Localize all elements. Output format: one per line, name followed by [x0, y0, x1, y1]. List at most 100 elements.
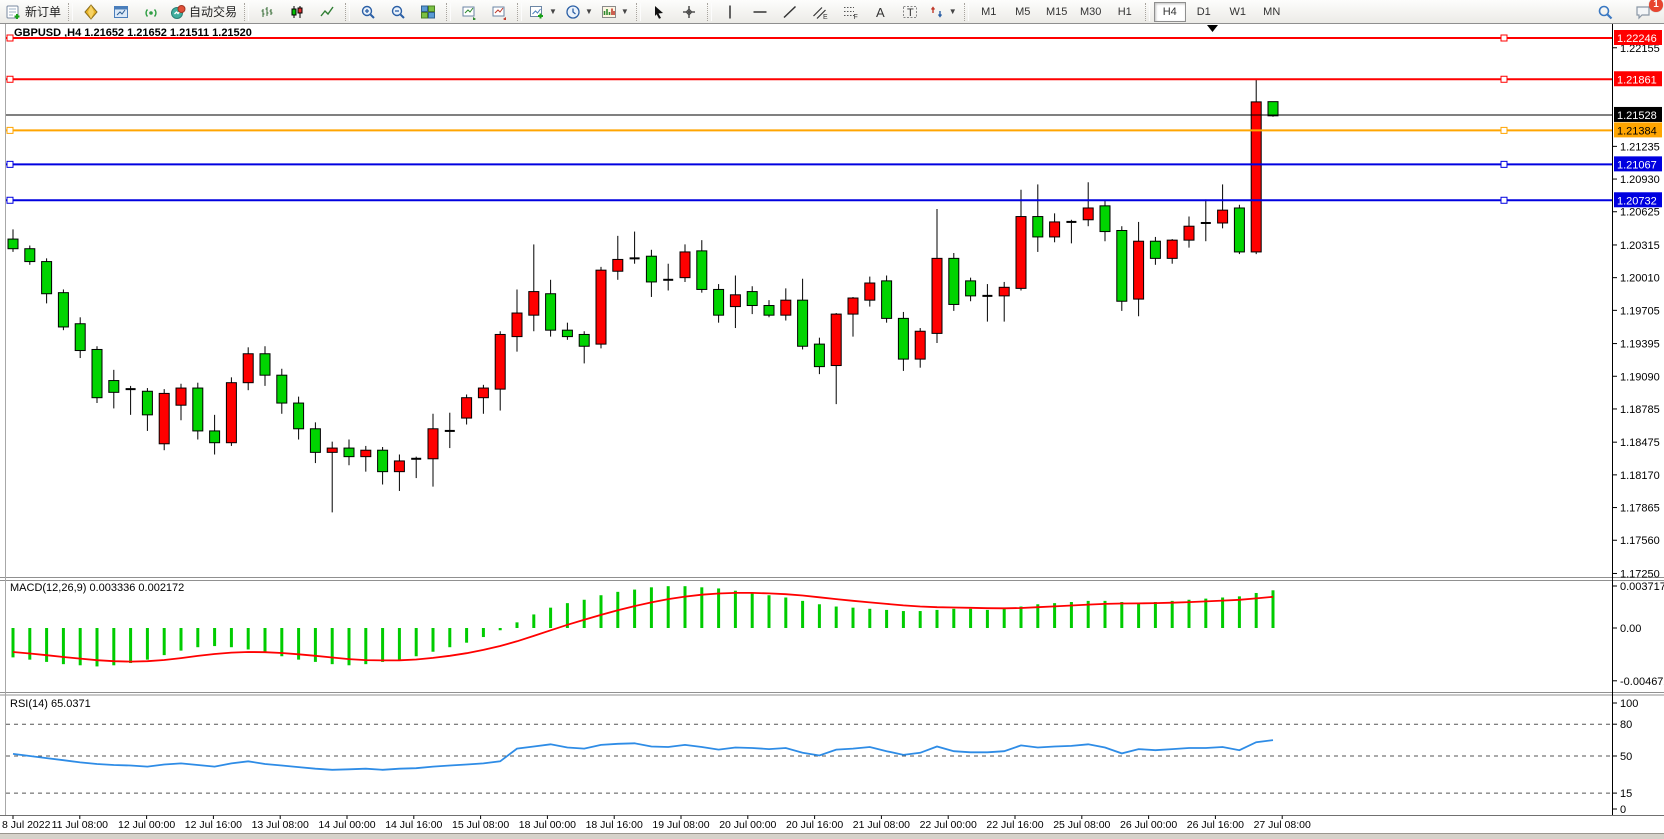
dropdown-caret-icon[interactable]: ▼: [584, 7, 593, 16]
candle-body[interactable]: [578, 333, 590, 347]
candle-body[interactable]: [91, 348, 103, 399]
chart-shift-marker-icon[interactable]: [1207, 25, 1218, 32]
candle-body[interactable]: [864, 282, 876, 301]
line-drag-handle[interactable]: [6, 126, 14, 134]
period-m15-button[interactable]: M15: [1046, 5, 1068, 18]
time-axis-label[interactable]: 15 Jul 08:00: [452, 819, 509, 831]
line-drag-handle[interactable]: [1500, 160, 1508, 168]
dropdown-caret-icon[interactable]: ▼: [620, 7, 629, 16]
dropdown-caret-icon[interactable]: ▼: [948, 7, 957, 16]
signals-button[interactable]: [137, 1, 165, 23]
candle-doji[interactable]: [411, 457, 422, 460]
time-axis-label[interactable]: 22 Jul 00:00: [920, 819, 977, 831]
candle-body[interactable]: [729, 294, 741, 308]
period-mn-button[interactable]: MN: [1263, 5, 1281, 18]
crosshair-button[interactable]: [675, 1, 703, 23]
candle-body[interactable]: [108, 380, 120, 393]
candle-body[interactable]: [713, 288, 725, 316]
candle-body[interactable]: [225, 382, 237, 444]
period-m5-button[interactable]: M5: [1015, 5, 1031, 18]
time-axis-label[interactable]: 20 Jul 16:00: [786, 819, 843, 831]
candle-doji[interactable]: [982, 294, 993, 297]
cursor-button[interactable]: [645, 1, 673, 23]
period-h4-button[interactable]: H4: [1153, 1, 1186, 22]
time-axis-label[interactable]: 27 Jul 08:00: [1254, 819, 1311, 831]
candle-body[interactable]: [427, 428, 439, 460]
candle-body[interactable]: [1133, 240, 1145, 300]
equidistant-channel-button[interactable]: E: [806, 1, 834, 23]
period-w1-button[interactable]: W1: [1229, 5, 1246, 18]
time-axis-label[interactable]: 20 Jul 00:00: [719, 819, 776, 831]
candle-body[interactable]: [1267, 101, 1279, 117]
fibonacci-button[interactable]: F: [836, 1, 864, 23]
profiles-button[interactable]: [107, 1, 135, 23]
candle-body[interactable]: [1217, 209, 1229, 224]
candle-body[interactable]: [595, 269, 607, 345]
search-button[interactable]: [1591, 1, 1619, 23]
dropdown-caret-icon[interactable]: ▼: [549, 7, 557, 16]
candle-body[interactable]: [192, 387, 204, 432]
candle-body[interactable]: [780, 299, 792, 316]
zoom-in-button[interactable]: [354, 1, 382, 23]
candle-body[interactable]: [41, 261, 53, 295]
bars-chart-button[interactable]: [253, 1, 281, 23]
chart-template-button[interactable]: ▼: [598, 1, 632, 23]
period-m1-button[interactable]: M1: [981, 5, 997, 18]
candle-body[interactable]: [461, 397, 473, 419]
time-axis-label[interactable]: 14 Jul 00:00: [318, 819, 375, 831]
periods-menu-button[interactable]: ▼: [562, 1, 596, 23]
candle-body[interactable]: [830, 313, 842, 367]
market-watch-button[interactable]: [77, 1, 105, 23]
candle-body[interactable]: [998, 286, 1010, 297]
vertical-line-button[interactable]: [716, 1, 744, 23]
candle-body[interactable]: [847, 297, 859, 315]
dock-chart-button[interactable]: [485, 1, 513, 23]
auto-arrange-button[interactable]: [455, 1, 483, 23]
period-d1-button[interactable]: D1: [1196, 5, 1211, 18]
candle-body[interactable]: [1116, 229, 1128, 302]
candle-body[interactable]: [1183, 225, 1195, 241]
candles-chart-button[interactable]: [283, 1, 311, 23]
candle-body[interactable]: [175, 387, 187, 406]
candle-body[interactable]: [209, 430, 221, 444]
candle-body[interactable]: [74, 323, 86, 352]
line-drag-handle[interactable]: [6, 196, 14, 204]
time-axis-label[interactable]: 12 Jul 00:00: [118, 819, 175, 831]
time-axis-label[interactable]: 26 Jul 16:00: [1187, 819, 1244, 831]
candle-doji[interactable]: [444, 429, 455, 432]
text-button[interactable]: A: [866, 1, 894, 23]
candle-body[interactable]: [326, 447, 338, 453]
time-axis-label[interactable]: 12 Jul 16:00: [185, 819, 242, 831]
candle-body[interactable]: [1049, 221, 1061, 238]
candle-body[interactable]: [141, 390, 153, 416]
candle-body[interactable]: [545, 293, 557, 331]
candle-body[interactable]: [528, 291, 540, 316]
time-axis-label[interactable]: 18 Jul 00:00: [519, 819, 576, 831]
candle-body[interactable]: [1233, 207, 1245, 253]
candle-body[interactable]: [360, 449, 372, 458]
candle-doji[interactable]: [663, 278, 674, 281]
period-m30-button[interactable]: M30: [1080, 5, 1102, 18]
candle-body[interactable]: [494, 333, 506, 390]
candle-body[interactable]: [948, 257, 960, 305]
time-axis-label[interactable]: 8 Jul 2022: [2, 819, 51, 831]
arrows-button[interactable]: ▼: [926, 1, 960, 23]
candle-body[interactable]: [1166, 239, 1178, 259]
period-h1-button[interactable]: H1: [1117, 5, 1132, 18]
candle-body[interactable]: [511, 312, 523, 338]
candle-body[interactable]: [914, 330, 926, 360]
time-axis-label[interactable]: 18 Jul 16:00: [586, 819, 643, 831]
new-chart-button[interactable]: ▼: [526, 1, 560, 23]
candle-body[interactable]: [763, 305, 775, 316]
notifications-button[interactable]: 1: [1629, 0, 1663, 23]
new-order-button[interactable]: 新订单: [3, 1, 64, 23]
candle-body[interactable]: [309, 428, 321, 453]
line-drag-handle[interactable]: [1500, 75, 1508, 83]
candle-body[interactable]: [1099, 205, 1111, 233]
candle-body[interactable]: [746, 291, 758, 307]
candle-doji[interactable]: [125, 388, 136, 391]
candle-body[interactable]: [377, 449, 389, 473]
trendline-button[interactable]: [776, 1, 804, 23]
time-axis-label[interactable]: 25 Jul 08:00: [1053, 819, 1110, 831]
candle-body[interactable]: [57, 292, 69, 328]
